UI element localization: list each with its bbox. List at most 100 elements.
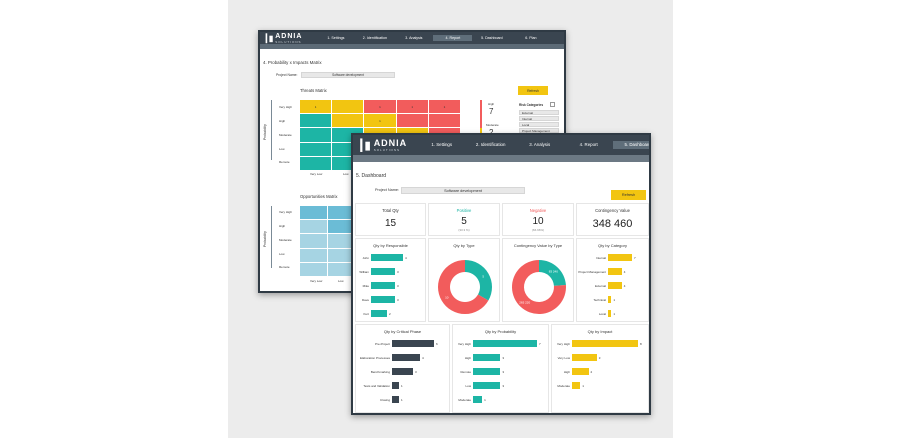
sub-bar [353,155,649,162]
bar-label: Local [598,312,606,316]
bar[interactable] [572,340,638,347]
donut-slice[interactable] [438,260,489,314]
matrix-cell[interactable] [328,248,355,262]
bar[interactable] [608,282,622,289]
matrix-cell[interactable] [328,206,355,220]
bar[interactable] [572,368,589,375]
risk-category-item[interactable]: External [519,110,559,115]
matrix-cell[interactable] [300,142,332,156]
bar-value: 1 [613,312,616,316]
matrix-cell[interactable] [428,114,460,128]
bar[interactable] [371,282,395,289]
matrix-cell[interactable]: 1 [300,100,332,114]
kpi-total-qty: Total Qty 15 [355,203,426,236]
kpi-subvalue: (66.66%) [531,228,545,232]
bar-label: John [362,256,369,260]
project-name-field[interactable]: Software development [401,187,525,194]
matrix-cell[interactable] [300,248,327,262]
matrix-cell[interactable] [328,220,355,234]
project-name-label: Project Name: [276,73,298,77]
matrix-cell[interactable]: 1 [396,100,428,114]
matrix-cell[interactable] [300,114,332,128]
chart-qty-by-category: Qty by Category Internal 7 Project Managem… [576,238,649,322]
row-label-very-high: Very High [279,105,293,109]
matrix-cell[interactable]: 1 [428,100,460,114]
tab-identification[interactable]: 2. Identification [362,36,387,40]
legend-high-value: 7 [489,107,494,116]
probability-axis-label-2: Probability [263,231,267,247]
refresh-button[interactable]: Refresh [518,86,548,95]
tab-analysis[interactable]: 3. Analysis [405,36,423,40]
tab-dashboard[interactable]: 5. Dashboard [481,36,503,40]
bar[interactable] [608,254,632,261]
kpi-title: Contingency Value [595,208,630,213]
matrix-cell[interactable] [300,234,327,248]
slice-label: 10 [445,296,449,300]
tab-settings[interactable]: 1. Settings [431,142,453,147]
bar-value: 4 [623,270,626,274]
bar[interactable] [371,296,395,303]
risk-category-item[interactable]: Local [519,122,559,127]
bar[interactable] [473,368,501,375]
tab-settings[interactable]: 1. Settings [327,36,345,40]
matrix-cell[interactable] [300,206,327,220]
bar-label: Project Management [578,270,606,274]
bar[interactable] [392,396,399,403]
matrix-cell[interactable] [332,114,364,128]
bar[interactable] [392,382,399,389]
bar[interactable] [371,310,387,317]
matrix-cell[interactable] [328,234,355,248]
row-label-high-2: High [279,224,286,228]
bar[interactable] [473,354,501,361]
bar[interactable] [608,310,612,317]
tab-report[interactable]: 4. Report [433,35,473,41]
bar[interactable] [608,296,612,303]
legend-moderate-value: 2 [489,128,493,137]
bar[interactable] [608,268,622,275]
tab-report[interactable]: 4. Report [579,142,598,147]
bar[interactable] [392,354,420,361]
bar-value: 6 [436,342,438,346]
risk-category-item[interactable]: Project Management [519,128,559,133]
project-name-field[interactable]: Software development [301,72,395,78]
matrix-cell[interactable] [300,128,332,142]
bar-label: Moderate [458,398,471,402]
risk-category-item[interactable]: Internal [519,116,559,121]
tab-analysis[interactable]: 3. Analysis [529,142,551,147]
bar[interactable] [392,340,434,347]
matrix-cell[interactable] [300,156,332,170]
bar[interactable] [371,268,395,275]
chart-qty-by-critical-phase: Qty by Critical Phase Pre-Project 6 Elabor… [355,324,450,413]
bar[interactable] [473,340,537,347]
bar-value: 8 [640,342,642,346]
matrix-cell[interactable]: 1 [364,114,396,128]
tab-dashboard[interactable]: 5. Dashboard [613,141,649,149]
bar[interactable] [572,354,597,361]
bar[interactable] [473,396,483,403]
tab-identification[interactable]: 2. Identification [475,142,506,147]
bar[interactable] [572,382,581,389]
bar-label: Elaboration Processes [359,356,390,360]
bar[interactable] [392,368,413,375]
matrix-cell[interactable] [300,220,327,234]
donut-chart: 5 10 [438,260,492,314]
donut-slice[interactable] [539,260,566,286]
filter-icon[interactable] [550,102,555,107]
kpi-value: 10 [532,216,544,227]
kpi-positive: Positive 5 (33.3 %) [428,203,500,236]
bar-label: Technical [593,298,606,302]
bar[interactable] [371,254,403,261]
donut-slice[interactable] [512,260,566,314]
matrix-cell[interactable]: 1 [364,100,396,114]
matrix-cell[interactable] [396,114,428,128]
tab-plan[interactable]: 6. Plan [525,36,537,40]
matrix-cell[interactable] [328,262,355,276]
donut-slice[interactable] [465,260,492,301]
refresh-button[interactable]: Refresh [611,190,646,200]
logo: ┃▮ ADNIA SOLUTIONS [353,138,407,152]
matrix-cell[interactable] [300,262,327,276]
row-label-remote-2: Remote [279,265,290,269]
matrix-cell[interactable] [332,100,364,114]
dashboard-window: ┃▮ ADNIA SOLUTIONS 1. Settings 2. Identi… [351,133,651,415]
bar[interactable] [473,382,501,389]
